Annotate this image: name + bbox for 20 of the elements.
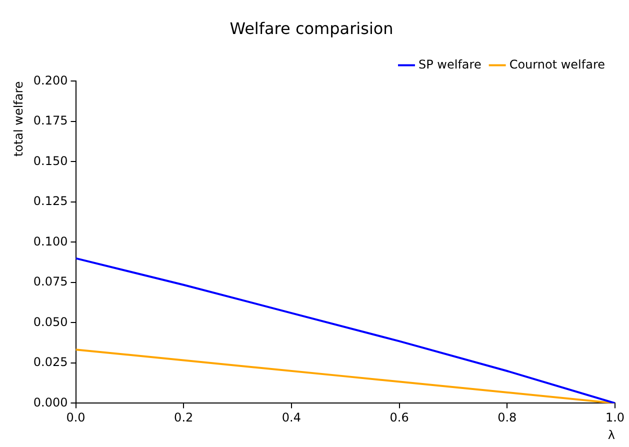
x-tick-label: 0.6 [390,410,409,425]
x-tick-label: 1.0 [605,410,625,425]
y-tick-label: 0.100 [33,234,68,248]
y-tick-label: 0.050 [33,314,68,329]
legend-label: SP welfare [418,57,482,72]
x-axis-title: λ [608,428,615,442]
y-tick-label: 0.025 [33,355,68,370]
y-axis-title: total welfare [11,81,26,157]
y-tick-label: 0.200 [33,73,68,88]
chart-title: Welfare comparision [230,18,394,38]
y-tick-label: 0.150 [33,154,68,168]
x-tick-label: 0.8 [498,410,517,425]
y-tick-label: 0.175 [33,114,68,128]
y-tick-label: 0.125 [33,194,68,208]
y-tick-label: 0.000 [33,395,68,410]
y-tick-label: 0.075 [33,274,68,289]
x-tick-label: 0.0 [66,410,86,425]
legend-label: Cournot welfare [509,57,606,72]
x-tick-label: 0.2 [174,410,194,425]
x-tick-label: 0.4 [282,410,301,425]
